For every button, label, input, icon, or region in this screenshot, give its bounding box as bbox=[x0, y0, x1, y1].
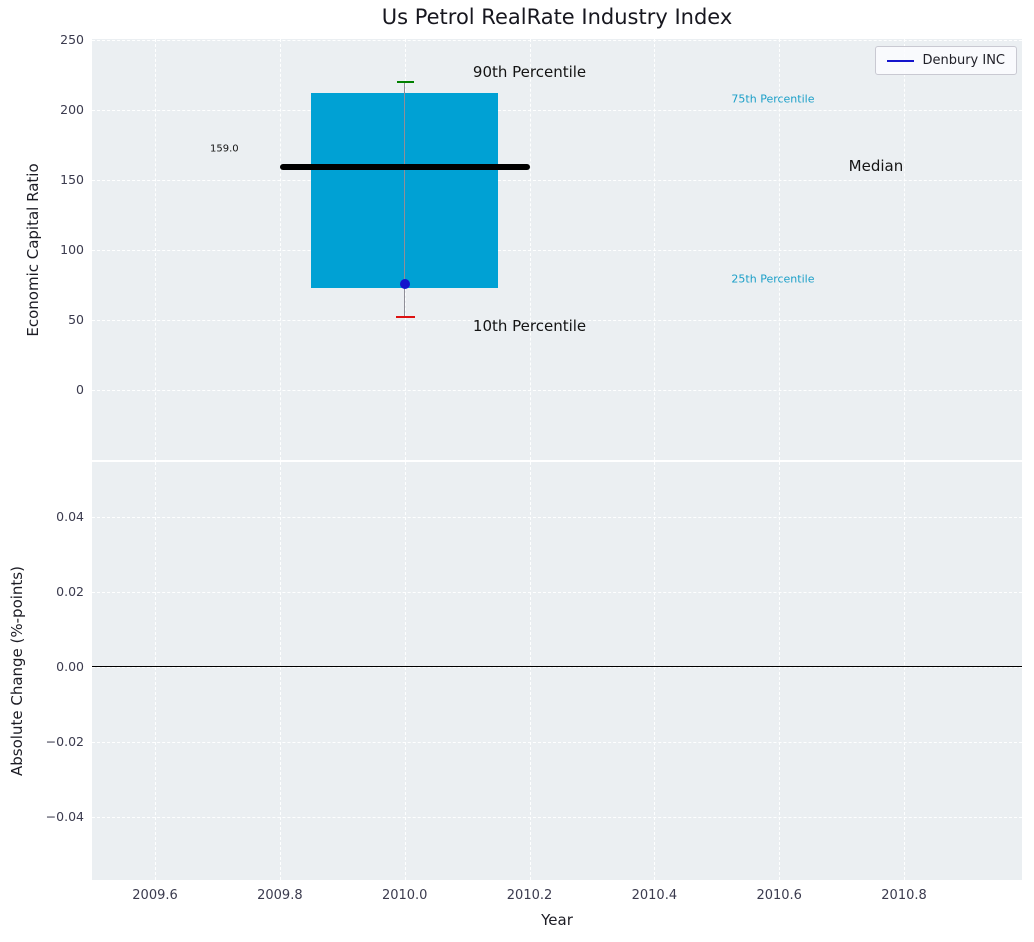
gridline-vertical bbox=[155, 39, 157, 460]
gridline-horizontal bbox=[92, 592, 1022, 594]
x-tick-label: 2010.0 bbox=[381, 888, 428, 903]
bottom-axes bbox=[92, 462, 1022, 880]
gridline-vertical bbox=[279, 462, 281, 880]
gridline-vertical bbox=[529, 39, 531, 460]
y-tick-label: 150 bbox=[60, 171, 84, 187]
x-tick-label: 2009.6 bbox=[132, 888, 178, 903]
gridline-horizontal bbox=[92, 667, 1022, 669]
gridline-vertical bbox=[279, 39, 281, 460]
gridline-vertical bbox=[904, 39, 906, 460]
y-tick-label: 50 bbox=[68, 311, 84, 327]
y-tick-label: 0.00 bbox=[56, 659, 84, 675]
x-tick-label: 2010.6 bbox=[756, 888, 802, 903]
gridline-horizontal bbox=[92, 817, 1022, 819]
gridline-horizontal bbox=[92, 319, 1022, 321]
gridline-horizontal bbox=[92, 109, 1022, 111]
gridline-horizontal bbox=[92, 389, 1022, 391]
chart-title: Us Petrol RealRate Industry Index bbox=[381, 5, 733, 29]
gridline-vertical bbox=[654, 462, 656, 880]
y-tick-label: 0.02 bbox=[56, 584, 84, 600]
annotation-median: Median bbox=[848, 156, 904, 175]
y-tick-label: 0 bbox=[76, 381, 84, 397]
gridline-vertical bbox=[779, 462, 781, 880]
y-tick-label: 100 bbox=[60, 241, 84, 257]
gridline-horizontal bbox=[92, 517, 1022, 519]
annotation-90th-percentile: 90th Percentile bbox=[472, 63, 587, 82]
x-tick-label: 2009.8 bbox=[257, 888, 303, 903]
annotation-10th-percentile: 10th Percentile bbox=[472, 316, 587, 335]
annotation-25th-percentile: 25th Percentile bbox=[731, 272, 815, 286]
whisker-cap-90th bbox=[396, 80, 414, 83]
gridline-horizontal bbox=[92, 249, 1022, 251]
x-axis-label: Year bbox=[541, 911, 573, 929]
gridline-vertical bbox=[654, 39, 656, 460]
x-tick-label: 2010.2 bbox=[506, 888, 553, 903]
whisker-line bbox=[404, 81, 406, 318]
legend-line-denbury bbox=[887, 59, 915, 62]
company-marker bbox=[399, 278, 410, 289]
annotation-75th-percentile: 75th Percentile bbox=[731, 92, 815, 106]
y-tick-label: −0.04 bbox=[45, 809, 84, 825]
gridline-vertical bbox=[155, 462, 157, 880]
annotation-159-0: 159.0 bbox=[209, 143, 239, 155]
gridline-vertical bbox=[904, 462, 906, 880]
y-tick-label: 0.04 bbox=[56, 509, 84, 525]
gridline-vertical bbox=[529, 462, 531, 880]
y-tick-label: −0.02 bbox=[45, 734, 84, 750]
y-tick-label: 200 bbox=[60, 101, 84, 117]
gridline-horizontal bbox=[92, 179, 1022, 181]
gridline-vertical bbox=[779, 39, 781, 460]
whisker-cap-10th bbox=[395, 316, 415, 319]
gridline-horizontal bbox=[92, 39, 1022, 41]
legend-label: Denbury INC bbox=[922, 53, 1005, 68]
median-line bbox=[279, 164, 530, 171]
top-axes: 90th Percentile 75th Percentile Median 25th… bbox=[92, 39, 1022, 460]
x-tick-label: 2010.4 bbox=[631, 888, 678, 903]
y-tick-label: 250 bbox=[60, 31, 84, 47]
legend: Denbury INC bbox=[875, 46, 1017, 75]
gridline-horizontal bbox=[92, 742, 1022, 744]
zero-line bbox=[92, 666, 1022, 668]
x-tick-label: 2010.8 bbox=[881, 888, 927, 903]
gridline-vertical bbox=[404, 462, 406, 880]
